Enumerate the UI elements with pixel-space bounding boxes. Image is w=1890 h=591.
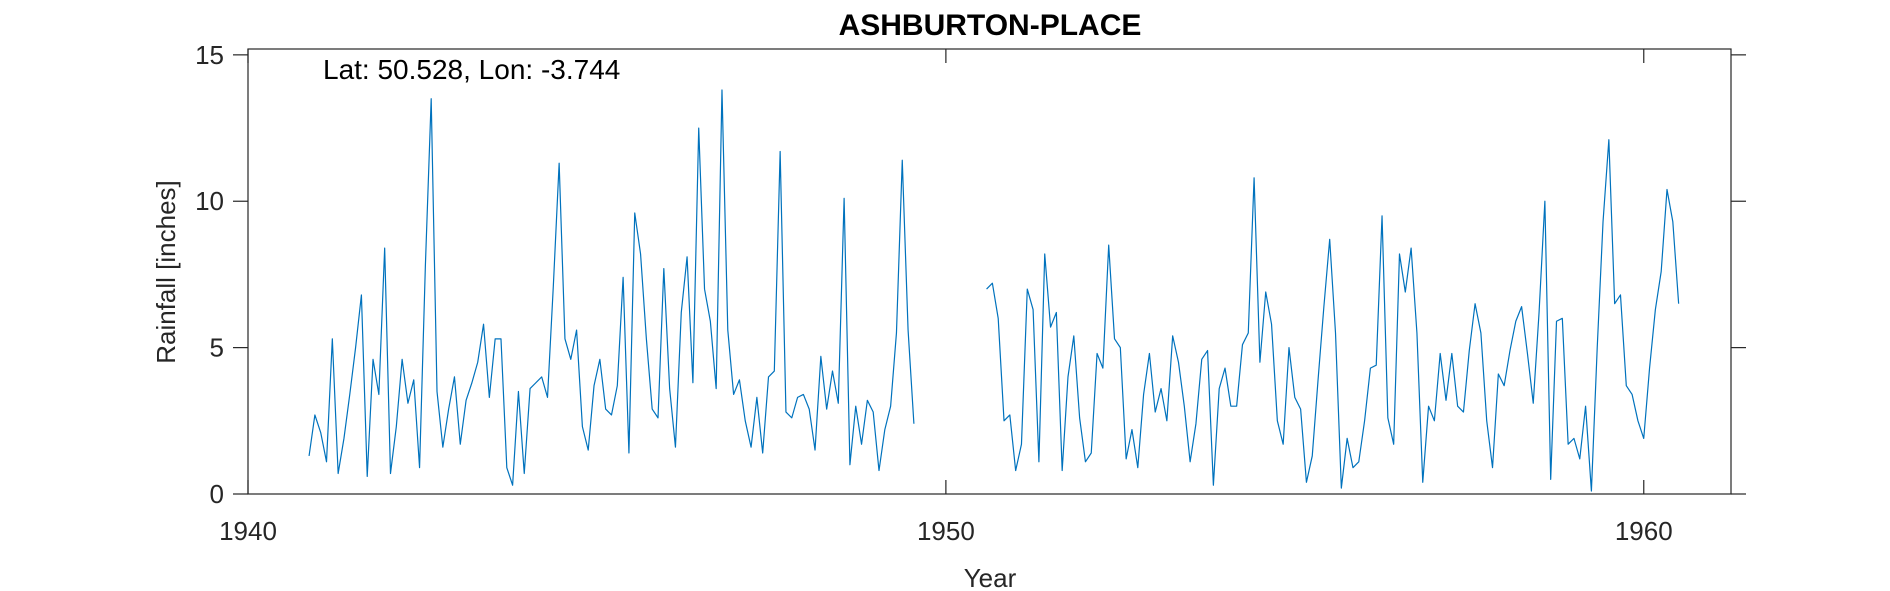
plot-frame — [247, 48, 1732, 495]
series-layer — [308, 89, 1680, 492]
axis-ticks — [233, 49, 1746, 495]
y-tick-label: 0 — [210, 479, 224, 509]
location-annotation: Lat: 50.528, Lon: -3.744 — [323, 54, 620, 85]
rainfall-series-line — [308, 89, 915, 486]
y-tick-label: 10 — [195, 186, 224, 216]
tick-labels: 1940 1950 1960 0 5 10 15 — [195, 40, 1673, 546]
x-axis-label: Year — [964, 563, 1017, 591]
y-axis-label: Rainfall [inches] — [151, 180, 181, 364]
x-tick-label: 1950 — [917, 516, 975, 546]
chart-title: ASHBURTON-PLACE — [839, 9, 1142, 42]
x-tick-label: 1940 — [219, 516, 277, 546]
x-tick-label: 1960 — [1615, 516, 1673, 546]
y-tick-label: 5 — [210, 333, 224, 363]
y-tick-label: 15 — [195, 40, 224, 70]
rainfall-series-line — [986, 139, 1680, 492]
